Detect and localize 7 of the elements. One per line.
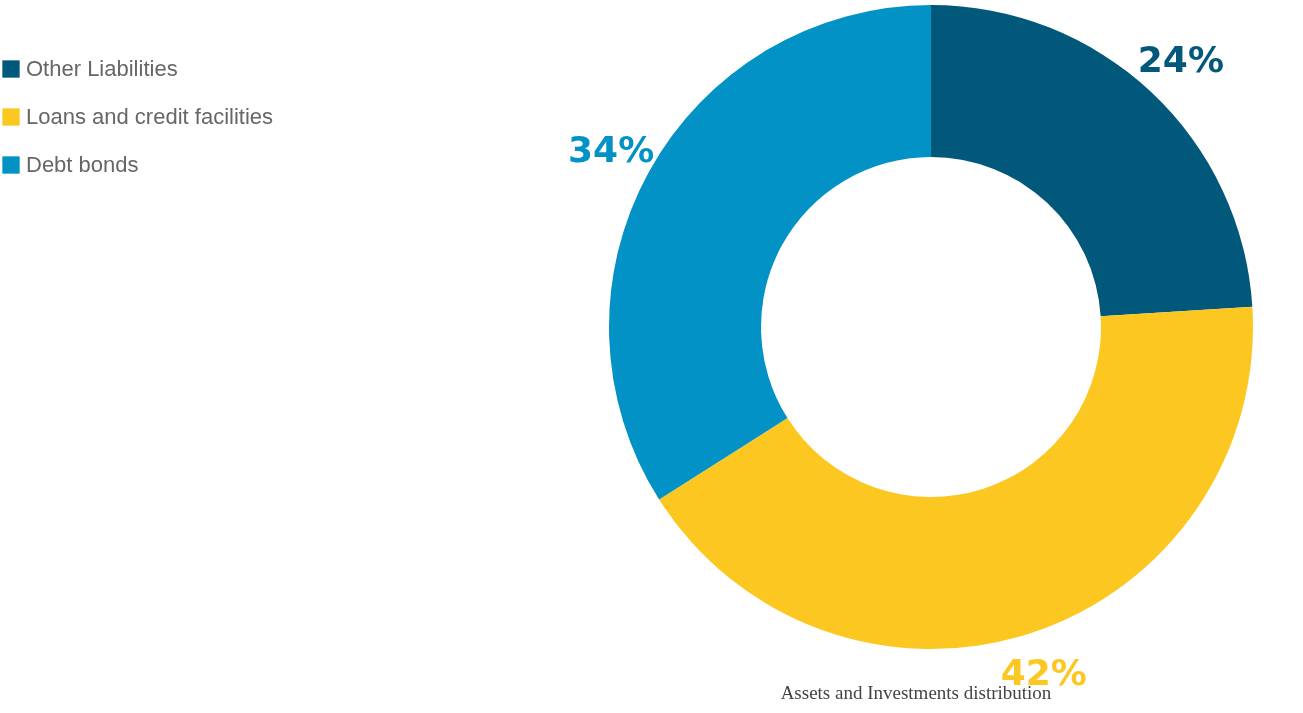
legend-label: Debt bonds: [26, 152, 139, 177]
data-label: 34%: [568, 129, 655, 171]
donut-slice: [931, 5, 1253, 317]
data-label: 24%: [1137, 38, 1224, 80]
legend-label: Other Liabilities: [26, 56, 178, 81]
legend-label: Loans and credit facilities: [26, 104, 274, 129]
donut-slice: [659, 306, 1253, 649]
